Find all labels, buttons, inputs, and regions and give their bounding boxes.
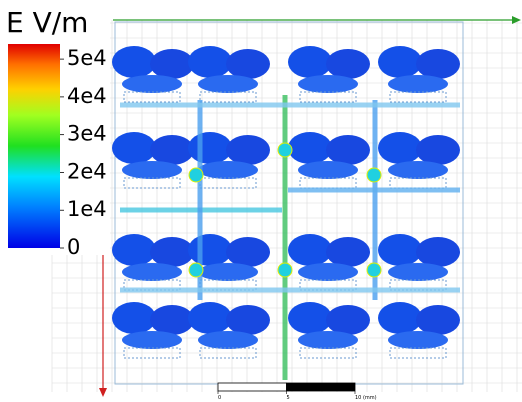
scale-segment: [286, 382, 356, 392]
field-blob: [288, 132, 332, 164]
field-node: [366, 167, 382, 183]
legend-ticks: 5e4 4e4 3e4 2e4 1e4 0: [60, 46, 107, 259]
field-blob: [288, 234, 332, 266]
field-blob: [198, 161, 258, 179]
field-node: [277, 142, 293, 158]
field-blob: [226, 135, 270, 165]
field-pad: [199, 91, 257, 103]
field-blob: [298, 263, 358, 281]
field-pad: [389, 347, 447, 359]
field-pad: [299, 347, 357, 359]
field-node: [188, 167, 204, 183]
field-blob: [112, 302, 156, 334]
field-blob: [298, 75, 358, 93]
legend-tick-label: 4e4: [67, 84, 107, 108]
field-blob: [326, 135, 370, 165]
field-pad: [389, 91, 447, 103]
field-blob: [188, 234, 232, 266]
field-blob: [150, 49, 194, 79]
field-blob: [416, 49, 460, 79]
legend-tick-label: 0: [67, 235, 80, 259]
field-blob: [122, 263, 182, 281]
field-node: [188, 262, 204, 278]
scale-segment: [217, 382, 287, 392]
legend-title: E V/m: [6, 6, 88, 39]
scale-bar: 0 5 10 (mm): [217, 382, 377, 401]
scale-label: 10 (mm): [355, 395, 377, 401]
scale-label: 0: [218, 395, 221, 401]
field-pad: [123, 347, 181, 359]
field-blob: [288, 46, 332, 78]
field-blob: [188, 132, 232, 164]
legend-tick-label: 5e4: [67, 46, 107, 70]
legend-tick-label: 1e4: [67, 197, 107, 221]
field-blob: [198, 263, 258, 281]
field-pad: [199, 347, 257, 359]
x-axis-arrowhead: [512, 16, 521, 24]
field-pad: [299, 91, 357, 103]
field-node: [277, 262, 293, 278]
field-blob: [150, 305, 194, 335]
scale-label: 5: [287, 395, 290, 401]
field-blob: [378, 46, 422, 78]
field-blob: [388, 263, 448, 281]
legend-tick-label: 2e4: [67, 159, 107, 183]
field-blob: [416, 135, 460, 165]
z-axis-arrowhead: [99, 388, 107, 397]
field-blob: [288, 302, 332, 334]
field-blob: [298, 331, 358, 349]
field-blob: [112, 132, 156, 164]
field-blob: [388, 161, 448, 179]
field-blob: [378, 302, 422, 334]
field-blob: [326, 305, 370, 335]
field-pad: [123, 177, 181, 189]
field-blob: [388, 331, 448, 349]
field-pad: [123, 91, 181, 103]
field-blob: [416, 305, 460, 335]
field-blob: [388, 75, 448, 93]
field-blob: [150, 237, 194, 267]
field-blob: [198, 331, 258, 349]
field-pattern: [112, 21, 464, 385]
field-blob: [298, 161, 358, 179]
field-blob: [112, 234, 156, 266]
field-blob: [122, 331, 182, 349]
field-blob: [188, 302, 232, 334]
field-blob: [226, 237, 270, 267]
field-pad: [299, 177, 357, 189]
field-blob: [326, 49, 370, 79]
field-blob: [416, 237, 460, 267]
field-blob: [150, 135, 194, 165]
field-node: [366, 262, 382, 278]
legend-tick-label: 3e4: [67, 122, 107, 146]
field-pad: [389, 177, 447, 189]
field-blob: [122, 75, 182, 93]
field-blob: [112, 46, 156, 78]
colorbar: [8, 44, 60, 248]
field-blob: [122, 161, 182, 179]
field-pad: [199, 177, 257, 189]
field-blob: [326, 237, 370, 267]
field-blob: [198, 75, 258, 93]
field-blob: [378, 132, 422, 164]
field-blob: [226, 305, 270, 335]
field-blob: [188, 46, 232, 78]
field-blob: [226, 49, 270, 79]
field-blob: [378, 234, 422, 266]
